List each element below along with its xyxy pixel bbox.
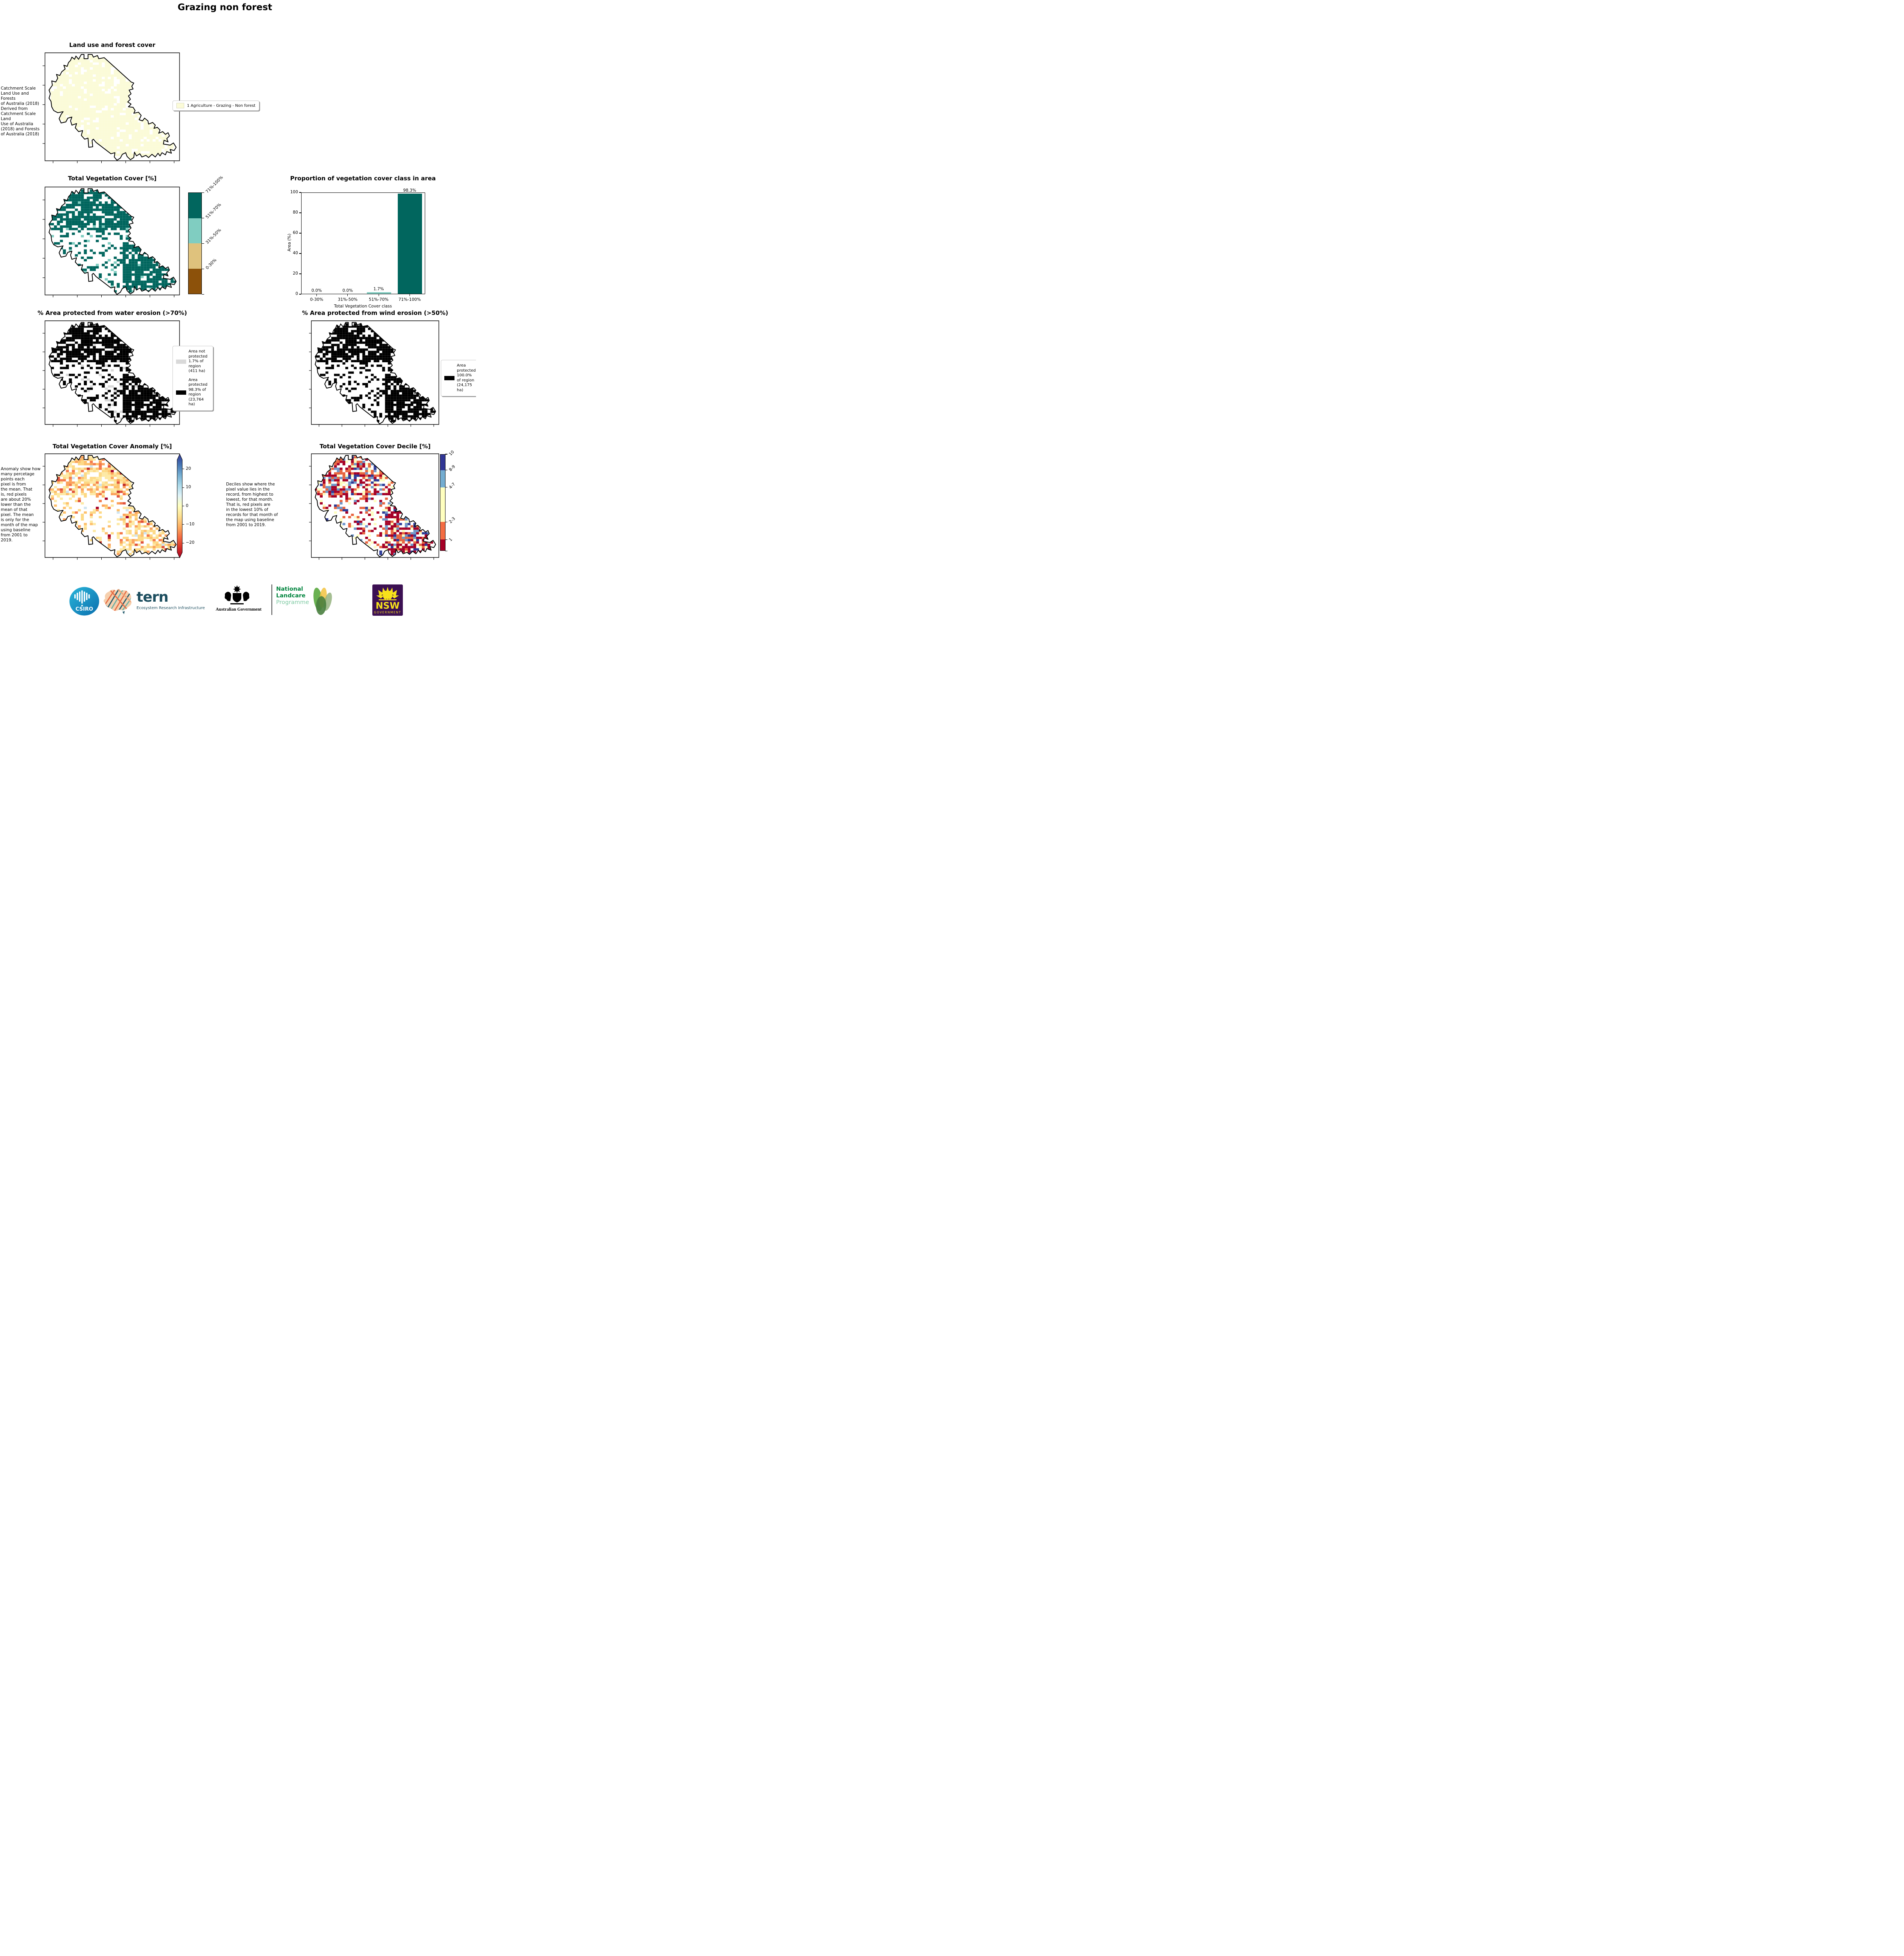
landuse-map-title: Land use and forest cover — [69, 41, 156, 49]
anomaly-tick-label: −20 — [186, 540, 195, 545]
decile-class-label: 4-7 — [448, 482, 456, 490]
nsw-government-logo: NSW GOVERNMENT — [372, 584, 403, 616]
anomaly-tick-label: 20 — [186, 466, 191, 471]
anomaly-tick-label: −10 — [186, 521, 195, 527]
not-protected-label: Area not protected 1.7% of region (411 h… — [189, 349, 208, 373]
anomaly-side-text: Anomaly show how many percetage points e… — [1, 467, 41, 543]
chart-ytick-label: 40 — [293, 251, 298, 255]
decile-class-swatch — [440, 521, 445, 540]
chart-ytick-label: 20 — [293, 271, 298, 276]
decile-side-text: Deciles show where the pixel value lies … — [226, 482, 278, 528]
protected-label: Area protected 98.3% of region (23,764 h… — [189, 378, 208, 407]
chart-bar-value-label: 98.3% — [403, 188, 417, 193]
landuse-legend-swatch — [176, 103, 184, 108]
protected-label: Area protected 100.0% of region (24,175 … — [457, 363, 476, 392]
tasmania-shape — [122, 611, 125, 614]
landuse-legend-label: 1 Agriculture - Grazing - Non forest — [187, 103, 256, 108]
chart-bar-value-label: 0.0% — [342, 288, 353, 293]
csiro-label: CSIRO — [75, 606, 93, 612]
decile-class-swatch — [440, 487, 445, 522]
page-title: Grazing non forest — [178, 2, 272, 13]
tvc-class-swatch — [189, 193, 201, 218]
tvc-map-title: Total Vegetation Cover [%] — [68, 175, 157, 182]
tern-subtitle: Ecosystem Research Infrastructure — [137, 606, 205, 610]
decile-class-swatch — [440, 470, 445, 488]
legend-item: Area protected 100.0% of region (24,175 … — [444, 363, 476, 393]
tvc-map — [45, 187, 180, 295]
decile-class-label: 2-3 — [448, 516, 456, 525]
landcare-line1: National — [276, 586, 303, 592]
australian-government-crest-icon — [222, 584, 252, 607]
report-page: Grazing non forest Land use and forest c… — [0, 0, 476, 618]
national-landcare-programme-label: National Landcare Programme — [276, 586, 312, 606]
nsw-label: NSW — [375, 601, 400, 611]
landcare-line2: Landcare — [276, 593, 306, 599]
anomaly-tick-label: 10 — [186, 485, 191, 490]
decile-class-label: 8-9 — [448, 464, 456, 473]
decile-class-swatch — [440, 455, 445, 470]
landcare-leaves-icon — [310, 585, 338, 616]
logo-divider — [271, 584, 272, 615]
tvc-class-swatch — [189, 243, 201, 269]
anomaly-colorbar — [177, 453, 183, 559]
csiro-wave-icon — [74, 590, 90, 606]
chart-ytick-label: 80 — [293, 210, 298, 215]
anomaly-tick-label: 0 — [186, 503, 189, 508]
decile-class-swatch — [440, 539, 445, 550]
chart-x-axis-label: Total Vegetation Cover class — [334, 304, 392, 309]
tvc-colorbar — [188, 192, 202, 294]
not-protected-swatch — [176, 359, 186, 364]
chart-ytick-label: 0 — [295, 291, 298, 296]
tern-australia-icon — [101, 587, 134, 616]
decile-class-label: 1 — [448, 537, 453, 543]
wind-erosion-legend: Area protected 100.0% of region (24,175 … — [441, 360, 476, 396]
chart-ytick-label: 100 — [290, 190, 298, 194]
chart-ytick-label: 60 — [293, 230, 298, 235]
chart-bar — [398, 194, 422, 294]
decile-map — [311, 454, 439, 557]
tvc-class-label: 31%-50% — [205, 228, 222, 245]
water-erosion-map-title: % Area protected from water erosion (>70… — [37, 309, 187, 316]
landuse-map — [45, 53, 180, 161]
wind-erosion-map-title: % Area protected from wind erosion (>50%… — [302, 309, 448, 316]
chart-xtick-label: 31%-50% — [338, 297, 358, 302]
tvc-class-label: 51%-70% — [205, 202, 222, 220]
decile-colorbar — [440, 454, 445, 551]
decile-class-label: 10 — [448, 449, 455, 457]
water-erosion-map — [45, 321, 180, 424]
tvc-class-label: 0-30% — [205, 257, 218, 271]
anomaly-map-title: Total Vegetation Cover Anomaly [%] — [52, 443, 172, 450]
proportion-bar-chart — [301, 192, 425, 294]
legend-item: Area not protected 1.7% of region (411 h… — [176, 349, 210, 374]
wind-erosion-map — [311, 321, 439, 424]
landuse-side-text: Catchment Scale Land Use and Forests of … — [1, 86, 40, 137]
csiro-logo: CSIRO — [69, 587, 99, 616]
tvc-class-label: 71%-100% — [205, 175, 224, 194]
nsw-sub-label: GOVERNMENT — [374, 611, 401, 614]
decile-map-title: Total Vegetation Cover Decile [%] — [320, 443, 431, 450]
tern-logo-text: tern — [137, 589, 169, 605]
landuse-legend: 1 Agriculture - Grazing - Non forest — [172, 101, 260, 111]
chart-bar-value-label: 0.0% — [311, 288, 322, 293]
chart-bar — [367, 292, 392, 294]
protected-swatch — [176, 390, 186, 395]
chart-xtick-label: 0-30% — [310, 297, 323, 302]
tvc-class-swatch — [189, 218, 201, 243]
proportion-chart-title: Proportion of vegetation cover class in … — [290, 175, 436, 182]
chart-y-axis-label: Area (%) — [287, 234, 292, 252]
chart-xtick-label: 71%-100% — [398, 297, 421, 302]
protected-swatch — [444, 376, 454, 380]
landcare-line3: Programme — [276, 599, 309, 606]
chart-bar-value-label: 1.7% — [373, 286, 384, 291]
chart-xtick-label: 51%-70% — [368, 297, 389, 302]
waratah-icon — [376, 587, 399, 600]
anomaly-map — [45, 454, 180, 557]
australian-government-label: Australian Government — [216, 607, 262, 612]
water-erosion-legend: Area not protected 1.7% of region (411 h… — [172, 346, 213, 411]
tvc-class-swatch — [189, 268, 201, 294]
legend-item: Area protected 98.3% of region (23,764 h… — [176, 378, 210, 407]
